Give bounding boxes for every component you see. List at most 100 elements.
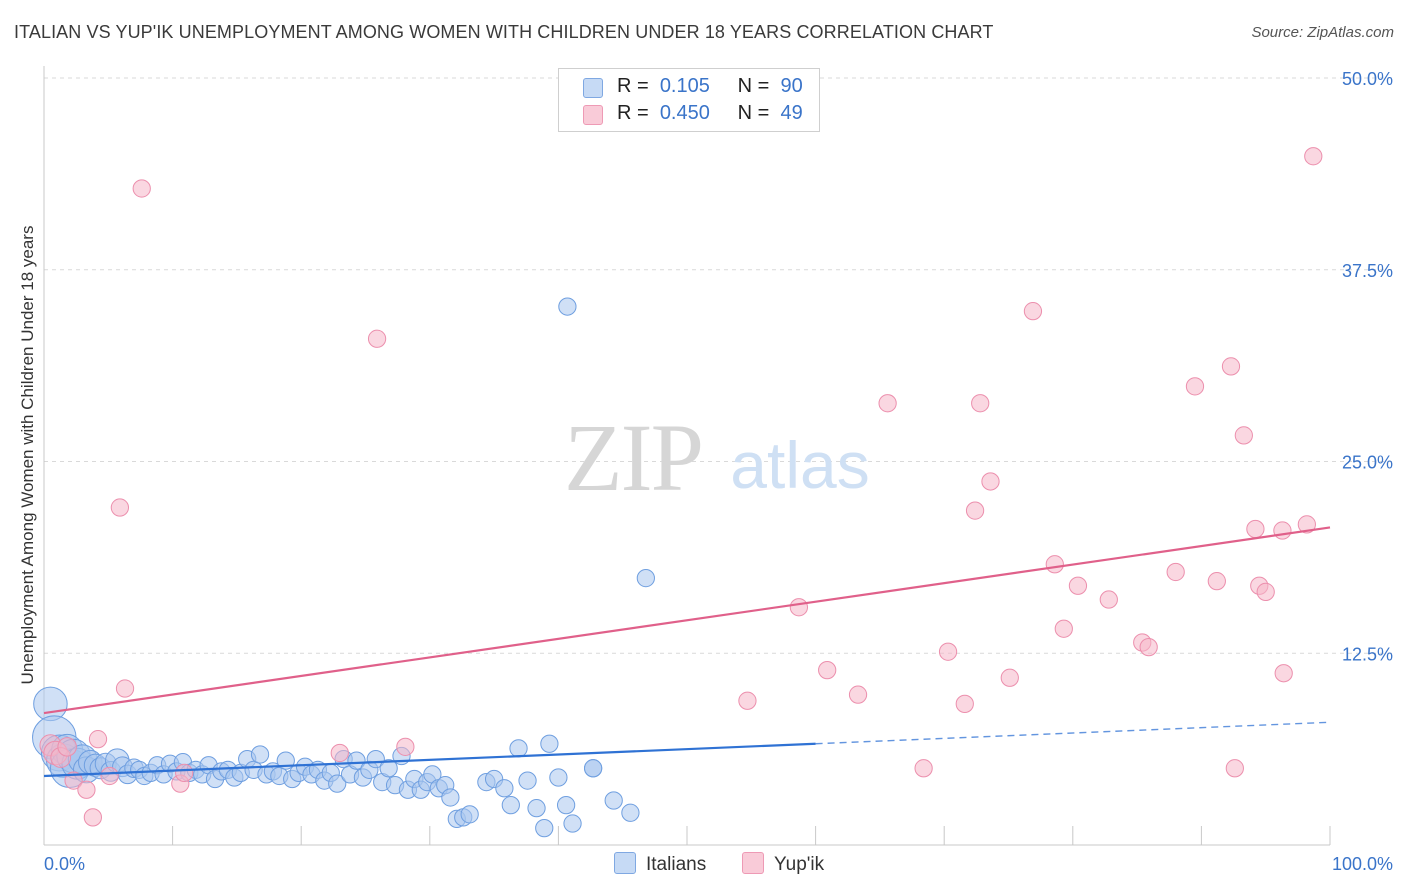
italians-swatch — [583, 78, 603, 98]
yupik-point — [1054, 619, 1073, 638]
yupik-point — [878, 394, 897, 413]
y-tick-label: 25.0% — [1342, 453, 1393, 473]
italians-point — [583, 759, 603, 778]
stats-legend: R = 0.105 N = 90 R = 0.450 N = 49 — [558, 68, 820, 132]
yupik-point — [367, 329, 387, 348]
yupik-point — [1234, 426, 1253, 445]
italians-point — [636, 568, 655, 588]
yupik-point — [64, 771, 83, 790]
yupik-point — [971, 394, 990, 413]
yupik-point — [848, 685, 868, 704]
yupik-point — [1099, 590, 1118, 609]
legend-n-label: N = — [737, 75, 770, 97]
italians-point — [509, 739, 528, 758]
yupik-point — [110, 498, 129, 517]
italians-point — [347, 751, 366, 770]
yupik-point — [175, 763, 194, 783]
italians-point — [527, 799, 546, 818]
axes — [43, 66, 1331, 846]
yupik-point — [1273, 521, 1292, 540]
legend-item-italians: Italians — [614, 852, 706, 876]
yupik-legend-swatch — [742, 852, 764, 874]
watermark: ZIP atlas — [564, 404, 870, 511]
yupik-point — [1045, 555, 1064, 574]
watermark-atlas: atlas — [730, 428, 869, 502]
yupik-point — [1297, 515, 1316, 534]
yupik-point — [789, 598, 809, 617]
legend-item-yupik: Yup'ik — [742, 852, 824, 876]
italians-point — [604, 791, 623, 810]
italians-point — [379, 759, 398, 778]
legend-r-label: R = — [617, 75, 649, 97]
italians-point — [501, 795, 520, 815]
yupik-point — [938, 642, 958, 661]
italians-point — [518, 771, 537, 790]
italians-point — [549, 768, 568, 787]
yupik-point — [88, 730, 108, 749]
trend-lines — [43, 526, 1331, 778]
yupik-trend-line — [43, 526, 1331, 715]
italians-trend-extension — [815, 721, 1331, 745]
yupik-legend-label: Yup'ik — [774, 854, 825, 875]
y-axis-label: Unemployment Among Women with Children U… — [18, 225, 37, 685]
yupik-point — [1023, 302, 1043, 321]
grid-lines — [44, 77, 1394, 654]
legend-n-label: N = — [737, 102, 770, 124]
yupik-point — [1139, 637, 1158, 657]
watermark-zip: ZIP — [564, 404, 702, 511]
italians-point — [366, 749, 385, 769]
yupik-point — [1225, 759, 1244, 778]
yupik-point — [738, 691, 757, 710]
yupik-point — [1000, 668, 1019, 687]
yupik-point — [396, 737, 415, 756]
yupik-point — [132, 179, 151, 198]
tick-labels: 12.5% 25.0% 37.5% 50.0% 0.0% 100.0% — [44, 69, 1393, 874]
yupik-point — [1274, 664, 1293, 683]
chart-title: ITALIAN VS YUP'IK UNEMPLOYMENT AMONG WOM… — [14, 22, 994, 42]
italians-legend-swatch — [614, 852, 636, 874]
italians-point — [495, 779, 514, 798]
legend-n-value: 90 — [780, 75, 803, 97]
legend-n-value: 49 — [780, 102, 803, 124]
italians-point — [441, 788, 460, 807]
yupik-point — [83, 808, 102, 827]
yupik-point — [330, 743, 349, 763]
italians-point — [621, 803, 640, 822]
y-tick-label: 50.0% — [1342, 69, 1393, 89]
yupik-point — [57, 737, 77, 757]
yupik-point — [1304, 147, 1323, 166]
yupik-point — [818, 660, 837, 680]
italians-point — [535, 819, 554, 838]
yupik-point — [1221, 357, 1241, 376]
italians-point — [556, 795, 576, 815]
yupik-point — [914, 759, 933, 778]
yupik-point — [77, 780, 96, 799]
italians-point — [540, 734, 559, 753]
yupik-swatch — [583, 105, 603, 125]
italians-trend-line — [43, 742, 816, 778]
yupik-point — [955, 694, 974, 713]
yupik-point — [965, 501, 985, 520]
yupik-point — [1256, 582, 1275, 602]
italians-point — [33, 686, 68, 722]
x-tick-label: 100.0% — [1332, 854, 1393, 874]
legend-r-value: 0.105 — [659, 75, 710, 97]
italians-point — [250, 745, 270, 764]
legend-r-label: R = — [617, 102, 649, 124]
italians-legend-label: Italians — [646, 854, 707, 875]
yupik-point — [1166, 562, 1185, 582]
yupik-point — [1207, 572, 1226, 591]
italians-point — [328, 774, 347, 793]
y-tick-label: 37.5% — [1342, 261, 1393, 281]
italians-point — [460, 805, 479, 824]
y-tick-label: 12.5% — [1342, 644, 1393, 664]
yupik-point — [1185, 377, 1205, 396]
legend-r-value: 0.450 — [659, 102, 710, 124]
scatter-points — [32, 147, 1323, 838]
yupik-point — [115, 679, 135, 698]
yupik-point — [1246, 519, 1265, 539]
yupik-point — [1068, 576, 1088, 595]
source-label: Source: ZipAtlas.com — [1251, 24, 1394, 41]
x-tick-label: 0.0% — [44, 854, 85, 874]
